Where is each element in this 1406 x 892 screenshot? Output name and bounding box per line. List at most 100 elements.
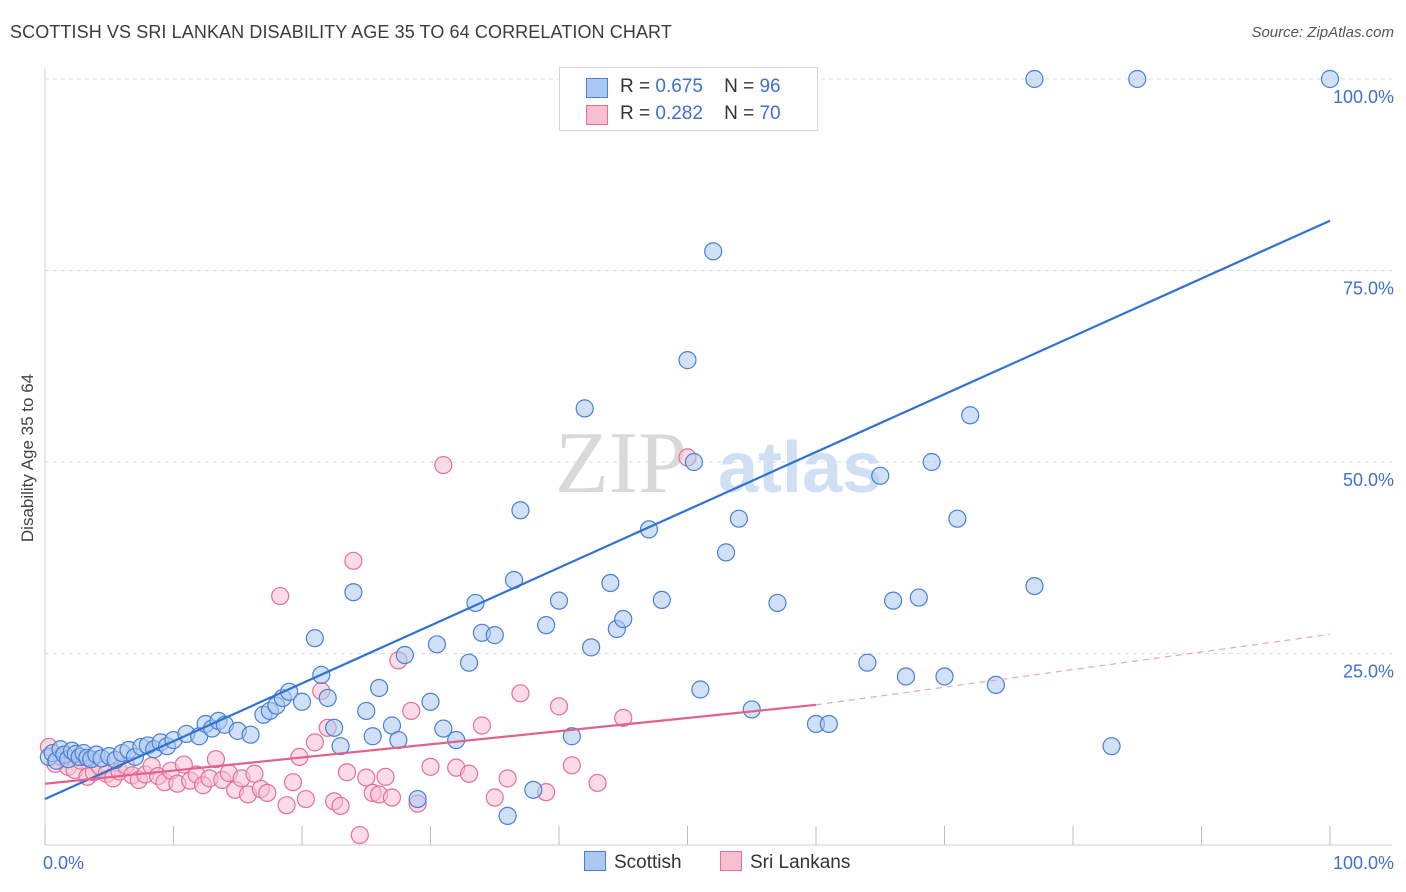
sri-lankans-swatch <box>586 105 608 125</box>
watermark-atlas: atlas <box>718 428 882 508</box>
scottish-point <box>948 509 967 528</box>
scottish-point <box>678 351 697 370</box>
sri-lankans-point <box>271 586 290 606</box>
scottish-trend-line <box>44 219 1331 801</box>
bottom-legend-sri-lankans: Sri Lankans <box>720 851 850 874</box>
sri-lankans-point <box>350 825 369 845</box>
scottish-point <box>537 616 556 635</box>
watermark: ZIP atlas <box>555 415 882 512</box>
sri-lankans-point <box>562 756 581 775</box>
scottish-point <box>575 399 594 418</box>
scottish-point <box>318 688 337 708</box>
sri-lankans-point <box>382 788 402 807</box>
sri-lankans-legend-label: Sri Lankans <box>750 852 851 873</box>
x-tick-max: 100.0% <box>1333 853 1394 873</box>
scottish-point <box>684 452 704 472</box>
scottish-point <box>1102 737 1121 756</box>
scottish-point <box>922 452 941 472</box>
scottish-point <box>652 590 671 609</box>
sri-lankans-point <box>331 796 350 816</box>
sri-lankans-point <box>376 767 395 786</box>
scottish-point <box>363 727 382 746</box>
sri-lankans-point <box>434 455 453 475</box>
scottish-point <box>1128 69 1147 89</box>
sri-lankans-point <box>296 789 315 809</box>
scottish-point <box>601 573 620 593</box>
scottish-points <box>39 69 1340 825</box>
trend-lines <box>44 219 1331 801</box>
sri-lankans-point <box>485 788 504 807</box>
sri-lankans-n-value: 70 <box>759 103 781 124</box>
scottish-point <box>357 701 376 721</box>
scottish-point <box>241 725 260 744</box>
correlation-legend: R = 0.675 N = 96 R = 0.282 N = 70 <box>559 67 818 131</box>
scottish-point <box>305 629 324 648</box>
sri-lankans-point <box>459 764 479 783</box>
scottish-point <box>331 737 350 756</box>
scottish-point <box>1025 69 1044 89</box>
scottish-point <box>742 700 761 719</box>
scottish-point <box>427 635 447 654</box>
scottish-point <box>729 509 749 528</box>
scottish-point <box>716 543 736 562</box>
n-label: N = <box>724 103 755 124</box>
scottish-point <box>421 692 440 711</box>
scottish-point <box>370 678 389 698</box>
scottish-n-value: 96 <box>759 76 781 97</box>
scottish-point <box>704 242 723 261</box>
source-label: Source: ZipAtlas.com <box>1251 24 1394 41</box>
scottish-swatch <box>586 78 608 98</box>
sri-lankans-point <box>472 716 491 735</box>
scottish-point <box>511 501 530 520</box>
sri-lankans-points <box>39 448 697 845</box>
scottish-r-value: 0.675 <box>655 76 703 97</box>
sri-lankans-point <box>283 773 303 792</box>
scottish-point <box>819 714 838 734</box>
scottish-point <box>871 466 890 485</box>
sri-lankans-point <box>337 763 357 782</box>
y-tick-label: 50.0% <box>1343 470 1394 490</box>
scottish-point <box>434 719 453 738</box>
y-tick-labels: 25.0% 50.0% 75.0% 100.0% <box>1333 87 1394 682</box>
scottish-point <box>325 718 344 737</box>
y-tick-label: 25.0% <box>1343 662 1394 682</box>
scottish-point <box>485 626 504 645</box>
scottish-point <box>459 653 479 672</box>
sri-lankans-point <box>402 701 421 721</box>
scottish-legend-label: Scottish <box>614 852 682 873</box>
sri-lankans-point <box>549 697 569 716</box>
sri-lankans-point <box>245 764 264 783</box>
sri-lankans-point <box>588 773 607 793</box>
sri-lankans-point <box>305 733 324 752</box>
scottish-point <box>582 638 601 657</box>
sri-lankans-legend-swatch <box>720 851 742 871</box>
sri-lankans-point <box>357 768 376 787</box>
scottish-point <box>768 593 787 613</box>
scottish-legend-swatch <box>584 851 606 871</box>
sri-lankans-point <box>614 708 633 727</box>
y-tick-label: 100.0% <box>1333 87 1394 107</box>
scottish-point <box>614 609 633 629</box>
scottish-point <box>1025 576 1044 596</box>
sri-lankans-point <box>421 757 440 776</box>
watermark-zip: ZIP <box>555 415 687 512</box>
x-tick-min: 0.0% <box>43 853 84 873</box>
scottish-point <box>562 727 581 746</box>
n-label: N = <box>724 76 755 97</box>
scottish-point <box>909 588 928 607</box>
axes <box>44 68 1392 846</box>
scottish-point <box>292 692 312 711</box>
scottish-point <box>344 583 363 602</box>
sri-lankans-point <box>206 750 226 769</box>
sri-lankans-point <box>511 684 530 703</box>
sri-lankans-trend-extension <box>815 633 1331 706</box>
scottish-point <box>883 591 903 610</box>
scottish-point <box>961 406 980 425</box>
scottish-point <box>524 780 543 799</box>
scottish-point <box>1320 69 1340 89</box>
y-tick-label: 75.0% <box>1343 279 1394 299</box>
scottish-point <box>408 789 427 809</box>
bottom-legend-scottish: Scottish <box>584 851 682 874</box>
r-label: R = <box>620 76 651 97</box>
